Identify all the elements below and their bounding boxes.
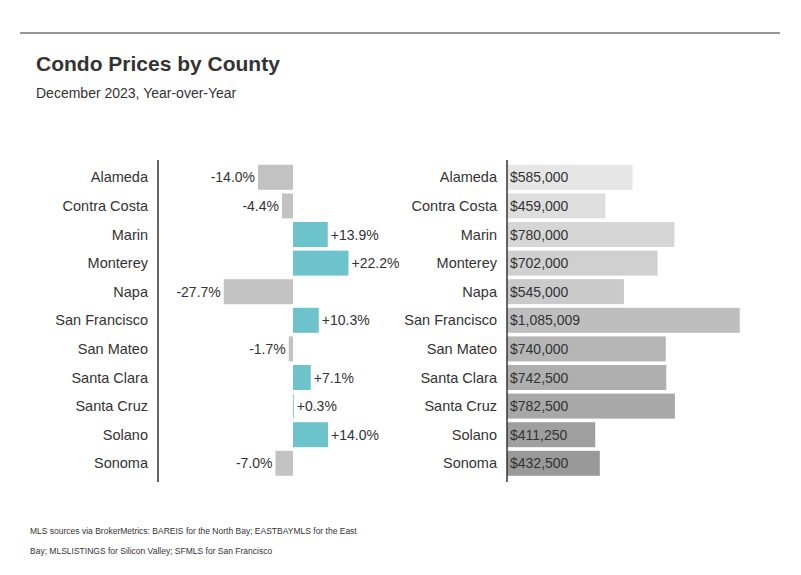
category-axis bbox=[506, 160, 508, 482]
data-label: +0.3% bbox=[297, 398, 337, 414]
top-rule bbox=[20, 33, 780, 34]
data-label: +22.2% bbox=[352, 255, 400, 271]
bar bbox=[293, 308, 319, 333]
bar bbox=[507, 365, 666, 390]
bar bbox=[507, 394, 675, 419]
category-label: Santa Cruz bbox=[75, 398, 148, 414]
data-label: -14.0% bbox=[211, 169, 255, 185]
chart-canvas: Condo Prices by County December 2023, Yea… bbox=[0, 0, 801, 575]
data-label: $782,500 bbox=[510, 398, 569, 414]
category-label: San Francisco bbox=[404, 312, 497, 328]
data-label: -4.4% bbox=[242, 198, 279, 214]
category-label: Marin bbox=[461, 227, 497, 243]
category-label: Napa bbox=[113, 284, 149, 300]
bar bbox=[282, 193, 293, 218]
category-label: Monterey bbox=[437, 255, 498, 271]
bar bbox=[293, 422, 328, 447]
category-label: Monterey bbox=[88, 255, 149, 271]
bar bbox=[289, 336, 293, 361]
bar bbox=[507, 222, 674, 247]
data-label: -1.7% bbox=[249, 341, 286, 357]
bar bbox=[507, 165, 633, 190]
data-label: $459,000 bbox=[510, 198, 569, 214]
source-note: MLS sources via BrokerMetrics: BAREIS fo… bbox=[30, 526, 357, 536]
bar bbox=[293, 222, 328, 247]
category-label: Santa Clara bbox=[71, 370, 149, 386]
category-axis bbox=[157, 160, 159, 482]
data-label: +7.1% bbox=[314, 370, 354, 386]
category-label: Contra Costa bbox=[63, 198, 149, 214]
bar bbox=[507, 308, 740, 333]
bar bbox=[507, 193, 605, 218]
category-label: Solano bbox=[103, 427, 148, 443]
data-label: -27.7% bbox=[176, 284, 220, 300]
source-note: Bay; MLSLISTINGS for Silicon Valley; SFM… bbox=[30, 546, 272, 556]
bar bbox=[507, 422, 595, 447]
category-label: Sonoma bbox=[443, 455, 498, 471]
data-label: +13.9% bbox=[331, 227, 379, 243]
chart-0: Alameda Contra Costa Marin Monterey Napa San … bbox=[55, 160, 399, 482]
category-label: Napa bbox=[462, 284, 498, 300]
data-label: $432,500 bbox=[510, 455, 569, 471]
data-label: $740,000 bbox=[510, 341, 569, 357]
category-label: Alameda bbox=[440, 169, 498, 185]
category-label: Sonoma bbox=[94, 455, 149, 471]
category-label: Alameda bbox=[91, 169, 149, 185]
category-label: San Francisco bbox=[55, 312, 148, 328]
data-label: $742,500 bbox=[510, 370, 569, 386]
bar bbox=[293, 251, 349, 276]
subtitle: December 2023, Year-over-Year bbox=[36, 85, 237, 101]
bar bbox=[293, 365, 311, 390]
bars bbox=[507, 165, 740, 476]
data-label: $585,000 bbox=[510, 169, 569, 185]
data-label: -7.0% bbox=[236, 455, 273, 471]
title: Condo Prices by County bbox=[36, 52, 280, 75]
data-label: $780,000 bbox=[510, 227, 569, 243]
bar bbox=[507, 336, 666, 361]
data-label: $702,000 bbox=[510, 255, 569, 271]
bar bbox=[507, 279, 624, 304]
category-label: Contra Costa bbox=[412, 198, 498, 214]
category-label: Santa Cruz bbox=[424, 398, 497, 414]
data-label: $545,000 bbox=[510, 284, 569, 300]
bar bbox=[293, 394, 295, 419]
data-label: $1,085,009 bbox=[510, 312, 580, 328]
category-label: Santa Clara bbox=[420, 370, 498, 386]
bar bbox=[276, 451, 294, 476]
bar bbox=[507, 251, 658, 276]
category-label: San Mateo bbox=[427, 341, 497, 357]
category-label: San Mateo bbox=[78, 341, 148, 357]
chart-1: Alameda Contra Costa Marin Monterey Napa San … bbox=[404, 160, 739, 482]
data-label: +10.3% bbox=[322, 312, 370, 328]
category-label: Marin bbox=[112, 227, 148, 243]
bar bbox=[507, 451, 600, 476]
bar bbox=[258, 165, 293, 190]
data-label: $411,250 bbox=[510, 427, 568, 443]
category-label: Solano bbox=[452, 427, 497, 443]
bar bbox=[224, 279, 293, 304]
data-label: +14.0% bbox=[331, 427, 379, 443]
